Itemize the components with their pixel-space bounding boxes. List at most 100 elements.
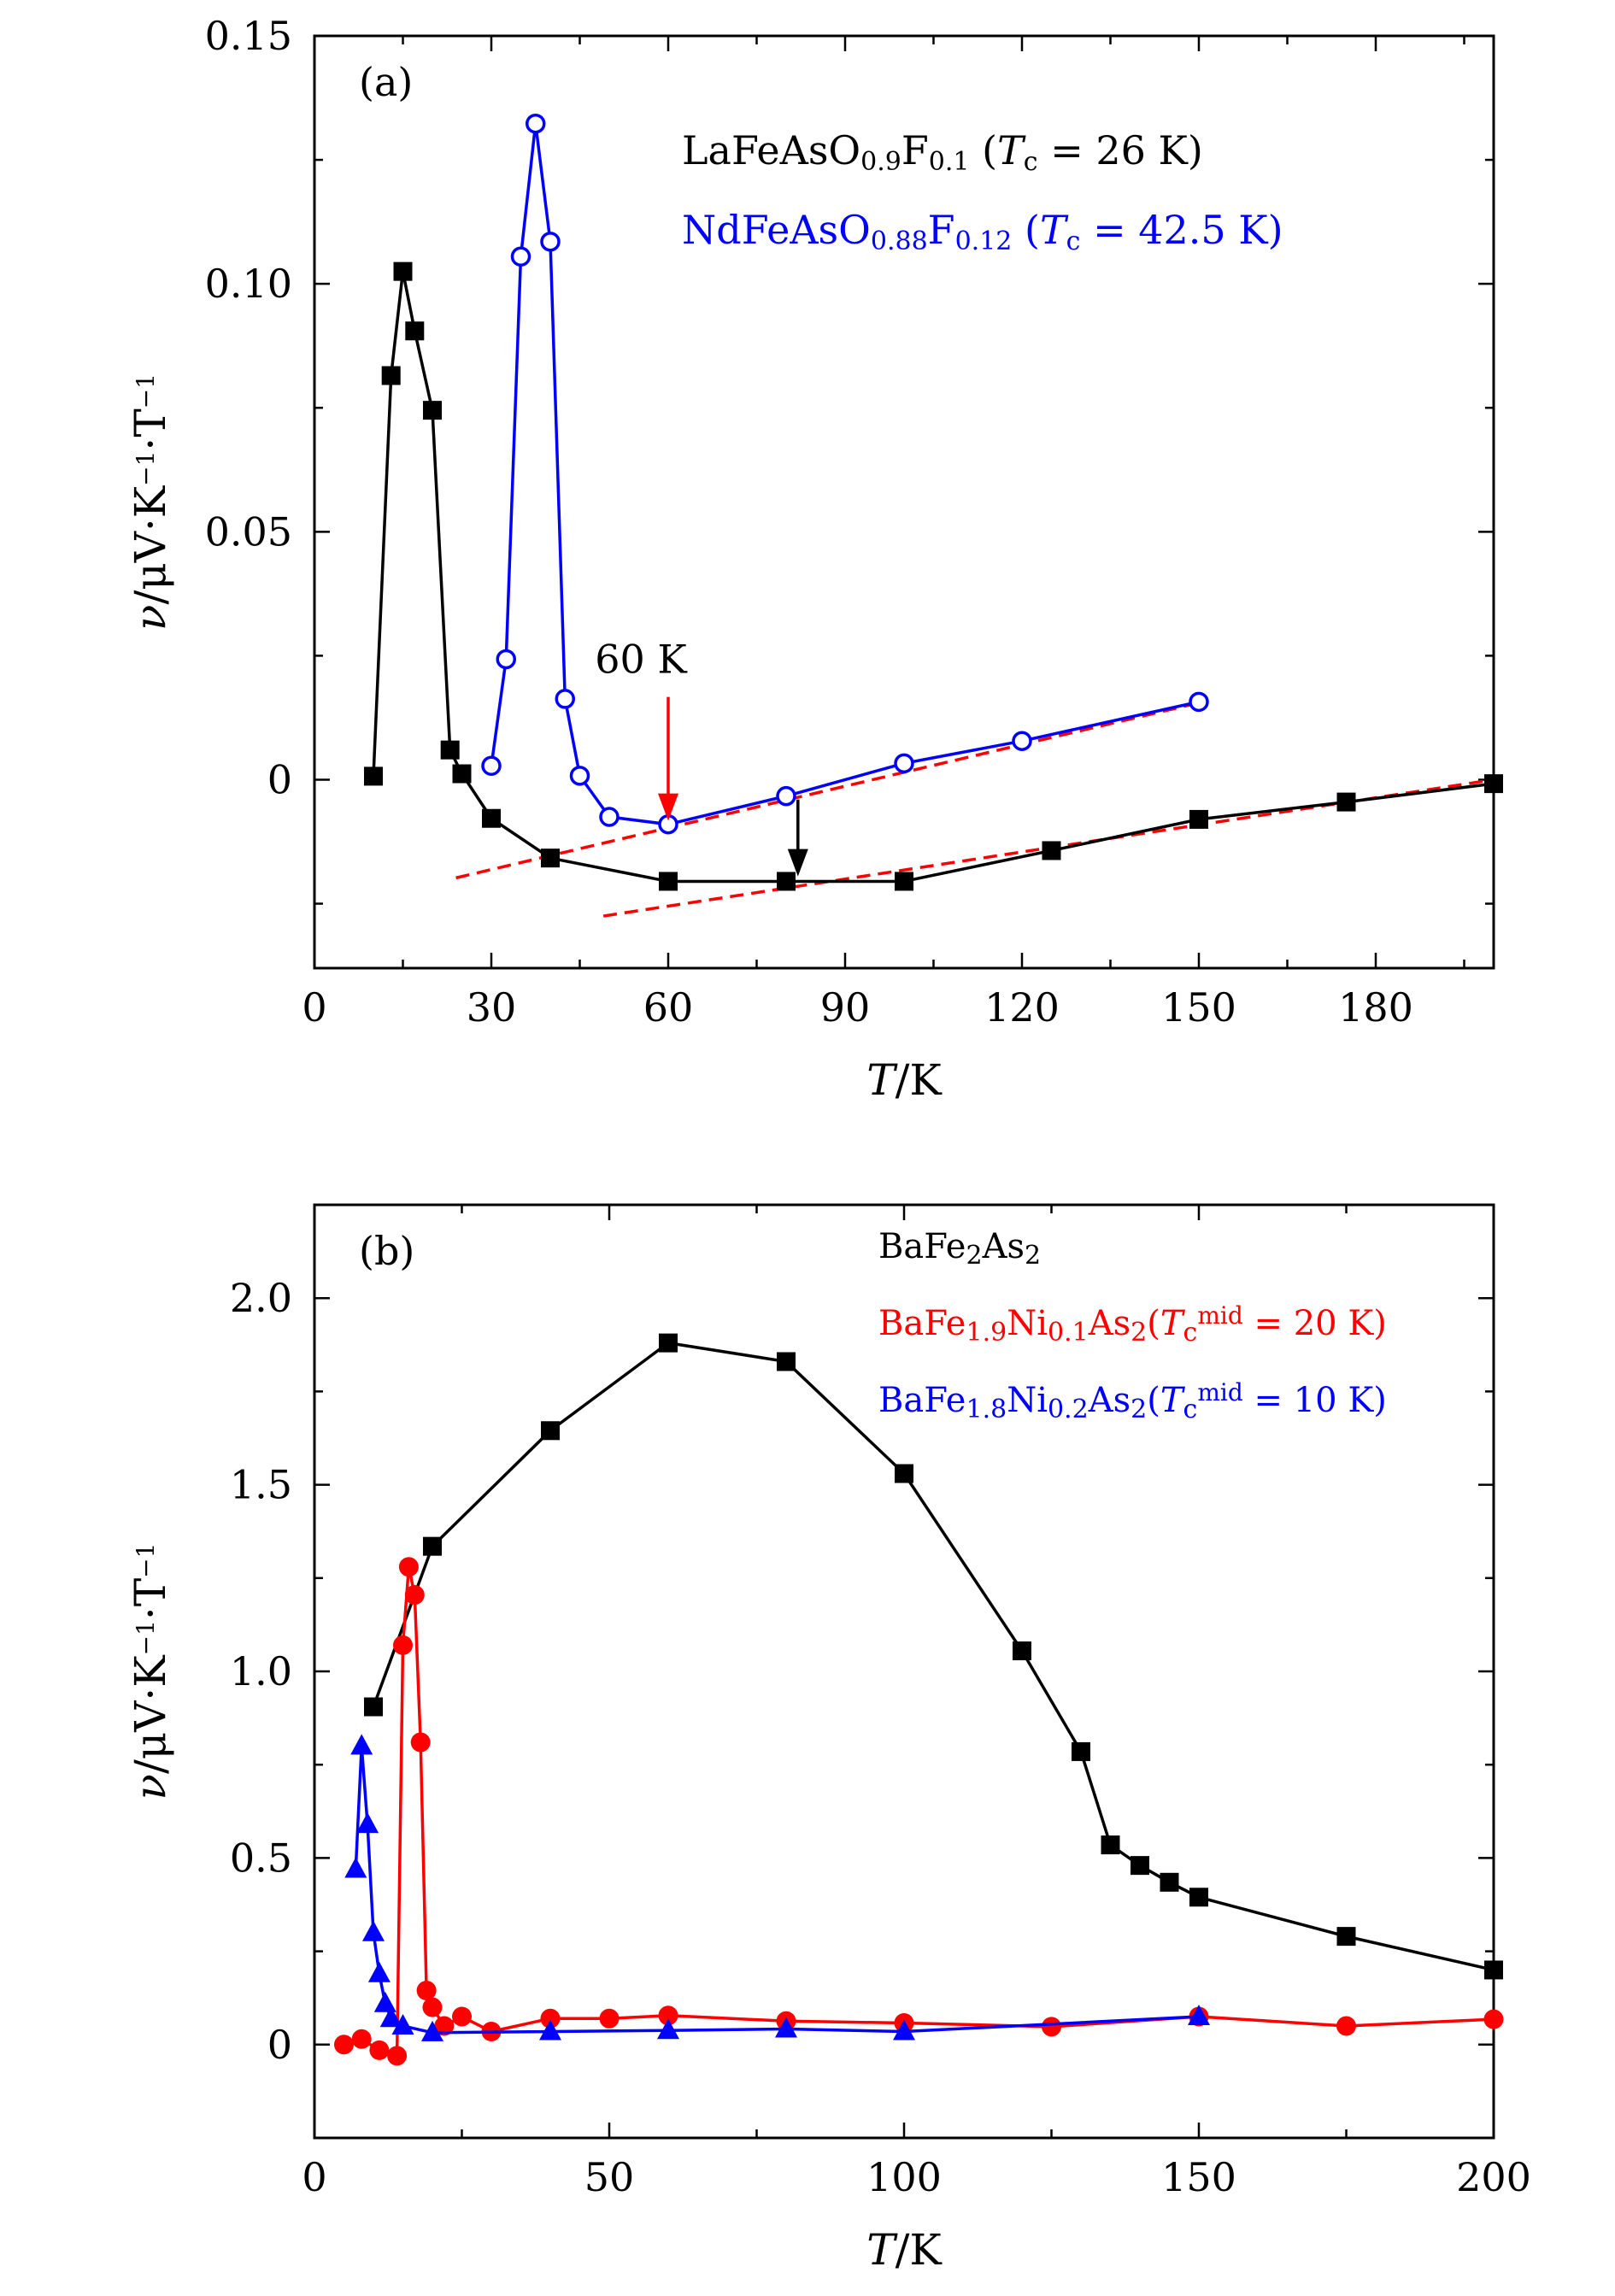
legend-entry: LaFeAsO0.9F0.1 (Tc = 26 K) bbox=[682, 127, 1203, 177]
data-point bbox=[1189, 809, 1208, 829]
x-tick-label: 0 bbox=[302, 2154, 326, 2200]
data-point bbox=[379, 2006, 402, 2028]
data-point bbox=[659, 872, 678, 891]
y-axis-title: ν/μV·K−1·T−1 bbox=[126, 1543, 175, 1800]
x-tick-label: 90 bbox=[820, 984, 871, 1031]
y-tick-label: 0.5 bbox=[230, 1835, 292, 1881]
annotation-arrow-head bbox=[787, 849, 808, 877]
panel-a: 0 30 60 90 120 150 180 0 0.05 0.10 0.15 T/K ν/μV·K−1… bbox=[126, 13, 1503, 1105]
x-axis-title: T/K bbox=[866, 1055, 943, 1105]
x-tick-label: 120 bbox=[984, 984, 1060, 1031]
data-point bbox=[555, 689, 575, 709]
data-point bbox=[1042, 2017, 1061, 2037]
data-point bbox=[1336, 792, 1356, 812]
y-tick-label: 1.0 bbox=[230, 1648, 292, 1694]
legend-entry: BaFe2As2 bbox=[878, 1227, 1041, 1271]
data-point bbox=[539, 2019, 561, 2041]
x-tick-label: 150 bbox=[1161, 2154, 1236, 2200]
series-0 bbox=[364, 1333, 1503, 1980]
data-point bbox=[350, 1734, 373, 1755]
data-point bbox=[776, 785, 796, 807]
data-point bbox=[540, 2008, 561, 2029]
data-point bbox=[541, 849, 560, 868]
data-point bbox=[1160, 1872, 1179, 1892]
data-point bbox=[364, 766, 383, 786]
data-point bbox=[422, 1997, 443, 2017]
x-axis-title: T/K bbox=[866, 2225, 943, 2275]
data-point bbox=[393, 1635, 413, 1655]
data-point bbox=[393, 261, 413, 281]
data-point bbox=[895, 872, 913, 891]
data-point bbox=[1336, 1927, 1356, 1947]
data-point bbox=[416, 1980, 437, 2000]
data-point bbox=[405, 321, 425, 341]
series-line bbox=[372, 269, 1495, 884]
data-point bbox=[452, 764, 472, 784]
series-0 bbox=[364, 261, 1503, 891]
data-point bbox=[334, 2035, 354, 2055]
data-point bbox=[351, 2029, 372, 2049]
data-point bbox=[540, 232, 561, 252]
data-point bbox=[1072, 1741, 1090, 1761]
data-point bbox=[391, 2013, 414, 2035]
series-1 bbox=[334, 1557, 1504, 2066]
series-2 bbox=[344, 1734, 1210, 2041]
y-tick-label: 0 bbox=[267, 756, 292, 802]
data-point bbox=[481, 755, 502, 776]
data-point bbox=[440, 740, 460, 760]
data-point bbox=[367, 1961, 391, 1982]
data-point bbox=[777, 1352, 796, 1371]
data-point bbox=[423, 401, 442, 420]
data-point bbox=[344, 1857, 367, 1878]
fit-line bbox=[455, 701, 1200, 880]
legend-entry: BaFe1.8Ni0.2As2(Tcmid = 10 K) bbox=[878, 1378, 1387, 1424]
data-point bbox=[362, 1920, 385, 1941]
data-point bbox=[569, 766, 590, 786]
x-tick-label: 50 bbox=[584, 2154, 635, 2200]
y-axis-title: ν/μV·K−1·T−1 bbox=[126, 373, 175, 631]
data-point bbox=[1484, 774, 1503, 794]
data-point bbox=[658, 2005, 678, 2026]
plot-frame bbox=[313, 1203, 1495, 2140]
data-point bbox=[1189, 691, 1209, 713]
data-point bbox=[777, 872, 796, 891]
data-point bbox=[1188, 2005, 1210, 2026]
data-point bbox=[1130, 1856, 1149, 1876]
data-point bbox=[356, 1812, 379, 1834]
data-point bbox=[364, 1697, 383, 1717]
data-point bbox=[895, 1464, 913, 1483]
data-point bbox=[434, 2016, 455, 2036]
y-tick-label: 0 bbox=[267, 2022, 292, 2068]
data-point bbox=[1336, 2016, 1356, 2036]
data-point bbox=[421, 2020, 443, 2041]
annotation-arrow-head bbox=[658, 793, 678, 821]
data-point bbox=[775, 2017, 797, 2038]
series-1 bbox=[481, 113, 1209, 835]
legend-entry: NdFeAsO0.88F0.12 (Tc = 42.5 K) bbox=[682, 207, 1283, 256]
x-tick-label: 150 bbox=[1161, 984, 1236, 1031]
data-point bbox=[659, 1333, 678, 1353]
data-point bbox=[423, 1536, 442, 1556]
y-tick-label: 0.05 bbox=[205, 508, 292, 555]
y-tick-label: 0.10 bbox=[205, 261, 292, 307]
data-point bbox=[410, 1732, 431, 1753]
legend-entry: BaFe1.9Ni0.1As2(Tcmid = 20 K) bbox=[878, 1301, 1387, 1347]
data-point bbox=[526, 113, 546, 134]
x-tick-label: 60 bbox=[643, 984, 694, 1031]
annotation-label: 60 K bbox=[595, 637, 688, 683]
data-point bbox=[452, 2006, 472, 2027]
data-point bbox=[1483, 2009, 1504, 2029]
x-tick-label: 180 bbox=[1338, 984, 1413, 1031]
y-axis-title-group: ν/μV·K−1·T−1 bbox=[126, 373, 175, 631]
y-axis-title-group: ν/μV·K−1·T−1 bbox=[126, 1543, 175, 1800]
y-tick-label: 0.15 bbox=[205, 13, 292, 59]
panel-b: 0 50 100 150 200 0 0.5 1.0 1.5 2.0 T/K ν/μV·K−1·T−1… bbox=[126, 1203, 1531, 2275]
data-point bbox=[1484, 1960, 1503, 1980]
y-tick-label: 1.5 bbox=[230, 1462, 292, 1508]
y-tick-label: 2.0 bbox=[230, 1275, 292, 1321]
data-point bbox=[1013, 1641, 1031, 1660]
data-point bbox=[404, 1584, 425, 1605]
data-point bbox=[657, 2018, 679, 2040]
